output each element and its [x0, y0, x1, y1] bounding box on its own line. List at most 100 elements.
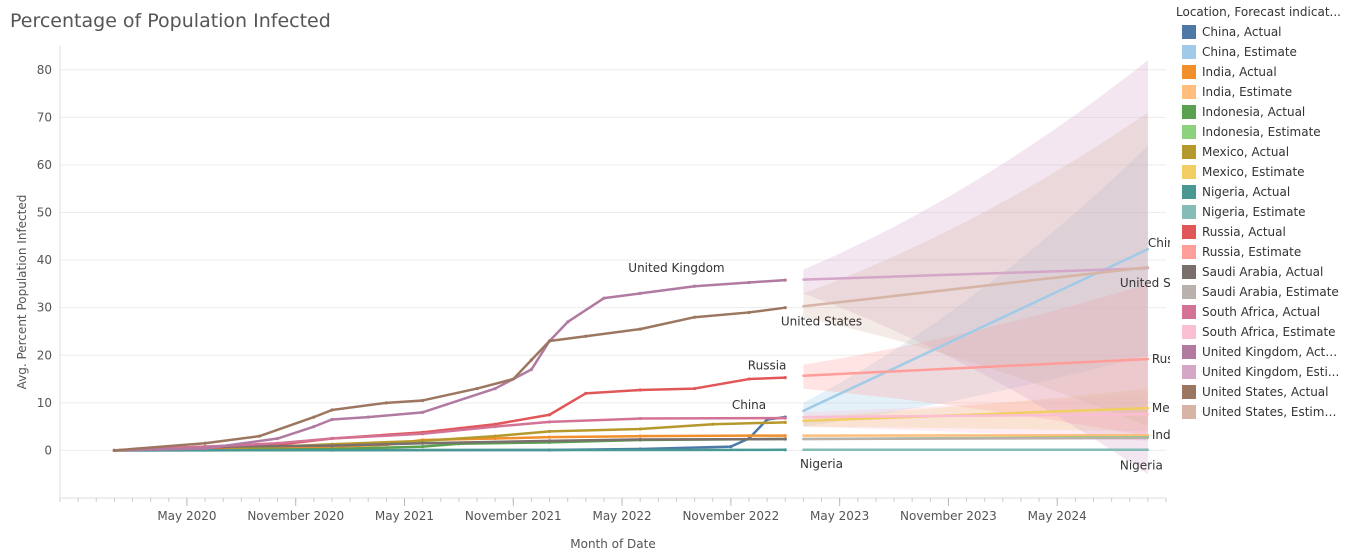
data-point: [638, 291, 642, 296]
series-annotation: China: [732, 398, 766, 412]
data-point: [711, 422, 715, 426]
data-point: [783, 376, 787, 380]
series-line: [113, 306, 787, 452]
legend-item[interactable]: Mexico, Actual: [1176, 142, 1346, 162]
legend-label: United States, Estima...: [1202, 405, 1342, 419]
legend-swatch: [1182, 365, 1196, 379]
forecast-band: [803, 283, 1148, 437]
data-point: [511, 377, 515, 381]
series-line: [802, 247, 1150, 413]
legend-item[interactable]: Nigeria, Actual: [1176, 182, 1346, 202]
data-point: [529, 367, 534, 372]
legend-swatch: [1182, 345, 1196, 359]
legend-label: India, Actual: [1202, 65, 1277, 79]
data-point: [312, 425, 316, 429]
legend-item[interactable]: Indonesia, Actual: [1176, 102, 1346, 122]
legend-label: Mexico, Estimate: [1202, 165, 1305, 179]
forecast-band: [803, 393, 1148, 441]
legend-item[interactable]: South Africa, Actual: [1176, 302, 1346, 322]
legend-item[interactable]: China, Estimate: [1176, 42, 1346, 62]
legend-label: Indonesia, Actual: [1202, 105, 1306, 119]
data-point: [692, 284, 697, 288]
legend-swatch: [1182, 385, 1196, 399]
legend-item[interactable]: South Africa, Estimate: [1176, 322, 1346, 342]
legend-item[interactable]: Saudi Arabia, Actual: [1176, 262, 1346, 282]
data-point: [783, 448, 787, 452]
data-point: [602, 296, 606, 300]
series-annotation: China: [1148, 236, 1170, 250]
legend-label: Mexico, Actual: [1202, 145, 1290, 159]
x-tick-label: May 2020: [157, 509, 216, 523]
legend-item[interactable]: India, Actual: [1176, 62, 1346, 82]
data-point: [112, 448, 116, 453]
legend-item[interactable]: Mexico, Estimate: [1176, 162, 1346, 182]
data-point: [747, 377, 751, 381]
x-tick-label: November 2023: [900, 509, 997, 523]
series-annotation: Nigeria: [1120, 459, 1163, 473]
legend-label: Nigeria, Estimate: [1202, 205, 1306, 219]
data-point: [547, 439, 552, 443]
data-point: [547, 339, 552, 343]
legend-swatch: [1182, 265, 1196, 279]
data-point: [638, 437, 642, 442]
data-point: [421, 439, 425, 443]
data-point: [421, 432, 425, 436]
legend-item[interactable]: Saudi Arabia, Estimate: [1176, 282, 1346, 302]
legend-label: China, Estimate: [1202, 45, 1297, 59]
data-point: [747, 434, 751, 438]
x-tick-label: November 2020: [247, 509, 344, 523]
y-axis-title: Avg. Percent Population Infected: [15, 195, 29, 390]
data-point: [547, 429, 552, 433]
legend-item[interactable]: India, Estimate: [1176, 82, 1346, 102]
legend-item[interactable]: China, Actual: [1176, 22, 1346, 42]
data-point: [783, 437, 787, 441]
y-tick-label: 50: [37, 206, 52, 220]
series-line: [802, 265, 1150, 308]
legend-swatch: [1182, 245, 1196, 259]
x-axis-title: Month of Date: [570, 537, 656, 551]
data-point: [566, 320, 570, 324]
legend-item[interactable]: United States, Estima...: [1176, 402, 1346, 422]
chart-title: Percentage of Population Infected: [10, 10, 331, 32]
data-point: [547, 420, 552, 424]
legend-swatch: [1182, 285, 1196, 299]
legend-item[interactable]: United Kingdom, Actual: [1176, 342, 1346, 362]
legend-item[interactable]: United States, Actual: [1176, 382, 1346, 402]
legend-label: Russia, Estimate: [1202, 245, 1302, 259]
x-tick-label: November 2022: [682, 509, 779, 523]
x-tick-label: November 2021: [465, 509, 562, 523]
x-tick-label: May 2024: [1028, 509, 1087, 523]
chart-plot-area: 0 10 20 30 40 50 60 70 80 May 2020 November 2020 Ma…: [15, 46, 1170, 551]
data-point: [638, 416, 642, 421]
legend-item[interactable]: United Kingdom, Esti...: [1176, 362, 1346, 382]
y-tick-label: 10: [37, 396, 52, 410]
annotations: United Kingdom United States Russia China Ni…: [628, 236, 1170, 473]
legend-items: China, Actual China, Estimate India, Actua…: [1176, 22, 1346, 422]
legend-label: Russia, Actual: [1202, 225, 1286, 239]
data-point: [312, 415, 316, 419]
y-tick-label: 20: [37, 348, 52, 362]
series-annotation: Mexico: [1152, 401, 1170, 415]
forecast-band: [803, 145, 1148, 427]
data-point: [747, 280, 751, 285]
legend-swatch: [1182, 25, 1196, 39]
legend-item[interactable]: Indonesia, Estimate: [1176, 122, 1346, 142]
legend-item[interactable]: Nigeria, Estimate: [1176, 202, 1346, 222]
legend-item[interactable]: Russia, Actual: [1176, 222, 1346, 242]
data-point: [421, 445, 425, 449]
series-line: [802, 413, 1150, 419]
legend-item[interactable]: Russia, Estimate: [1176, 242, 1346, 262]
series-annotation: United Kingdom: [628, 261, 724, 275]
data-point: [547, 413, 552, 417]
data-point: [692, 386, 697, 391]
data-point: [692, 315, 697, 319]
legend-swatch: [1182, 165, 1196, 179]
series-line: [113, 421, 787, 452]
data-point: [421, 398, 425, 403]
data-point: [421, 441, 425, 445]
legend-label: Saudi Arabia, Actual: [1202, 265, 1324, 279]
legend-swatch: [1182, 205, 1196, 219]
data-point: [330, 444, 334, 448]
data-point: [330, 408, 334, 412]
series-line: [802, 357, 1150, 377]
